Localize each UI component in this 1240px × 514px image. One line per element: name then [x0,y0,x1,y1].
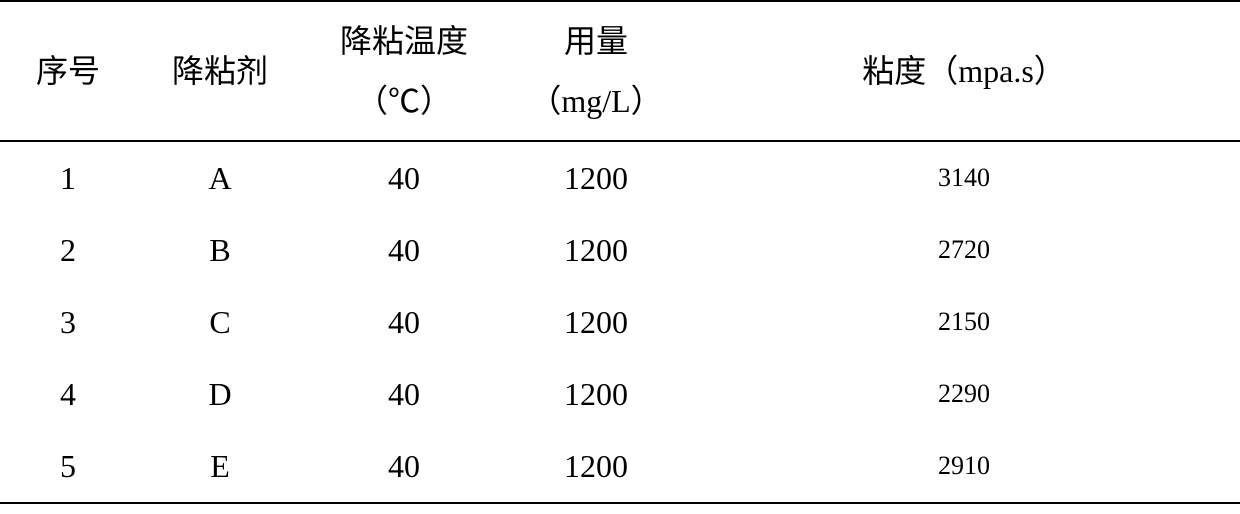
col-header-agent: 降粘剂 [136,1,304,141]
col-header-label-line1: 用量 [564,25,628,57]
cell-viscosity: 2720 [688,214,1240,286]
cell-seq: 1 [0,141,136,214]
col-header-label: 粘度（mpa.s） [862,55,1066,87]
cell-seq: 4 [0,358,136,430]
cell-seq: 2 [0,214,136,286]
cell-temp: 40 [304,286,504,358]
table-header-row: 序号 降粘剂 降粘温度 （℃） 用量 （ [0,1,1240,141]
table-body: 1 A 40 1200 3140 2 B 40 1200 2720 3 C 40… [0,141,1240,503]
viscosity-table: 序号 降粘剂 降粘温度 （℃） 用量 （ [0,0,1240,504]
col-header-viscosity: 粘度（mpa.s） [688,1,1240,141]
table-row: 2 B 40 1200 2720 [0,214,1240,286]
cell-dosage: 1200 [504,286,688,358]
cell-temp: 40 [304,214,504,286]
cell-agent: B [136,214,304,286]
col-header-temp: 降粘温度 （℃） [304,1,504,141]
cell-agent: A [136,141,304,214]
col-header-dosage: 用量 （mg/L） [504,1,688,141]
cell-agent: C [136,286,304,358]
cell-dosage: 1200 [504,358,688,430]
cell-viscosity: 2290 [688,358,1240,430]
cell-seq: 5 [0,430,136,503]
col-header-label: 序号 [36,55,100,87]
cell-temp: 40 [304,141,504,214]
cell-viscosity: 3140 [688,141,1240,214]
cell-agent: D [136,358,304,430]
viscosity-table-container: 序号 降粘剂 降粘温度 （℃） 用量 （ [0,0,1240,514]
cell-dosage: 1200 [504,141,688,214]
cell-viscosity: 2150 [688,286,1240,358]
cell-seq: 3 [0,286,136,358]
table-row: 3 C 40 1200 2150 [0,286,1240,358]
cell-dosage: 1200 [504,430,688,503]
col-header-label: 降粘剂 [172,55,268,87]
col-header-label-line1: 降粘温度 [340,25,468,57]
cell-viscosity: 2910 [688,430,1240,503]
cell-temp: 40 [304,358,504,430]
col-header-seq: 序号 [0,1,136,141]
table-row: 1 A 40 1200 3140 [0,141,1240,214]
cell-dosage: 1200 [504,214,688,286]
cell-temp: 40 [304,430,504,503]
col-header-label-line2: （℃） [356,85,452,117]
table-row: 5 E 40 1200 2910 [0,430,1240,503]
table-row: 4 D 40 1200 2290 [0,358,1240,430]
col-header-label-line2: （mg/L） [529,85,662,117]
cell-agent: E [136,430,304,503]
